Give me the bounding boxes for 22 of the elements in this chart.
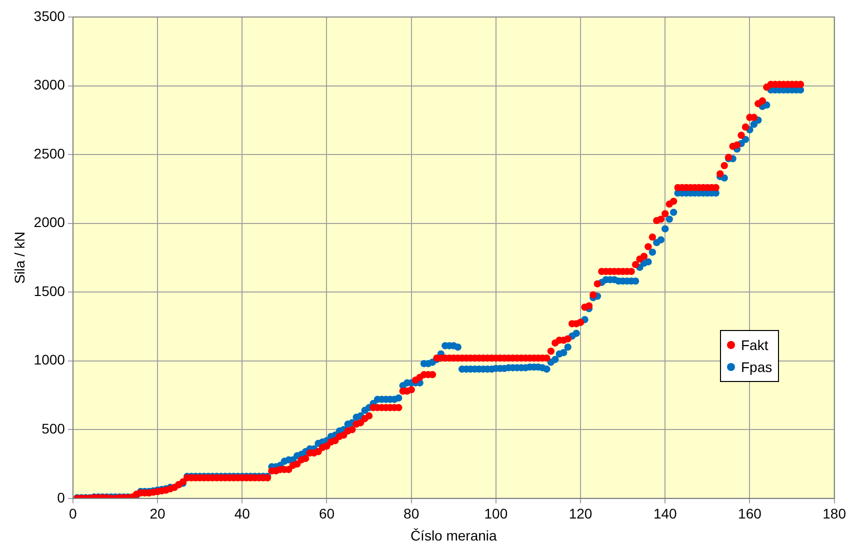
x-tick-label: 100 [484,506,508,522]
x-tick-label: 160 [738,506,762,522]
x-tick-label: 80 [404,506,420,522]
y-tick-label: 2000 [34,214,66,230]
y-tick-label: 3000 [34,76,66,93]
y-tick-label: 1500 [34,282,66,299]
x-tick-label: 40 [234,506,250,522]
x-axis-title: Číslo merania [410,527,498,544]
x-tick-label: 180 [822,506,846,522]
x-tick-label: 20 [150,506,166,522]
y-tick-label: 2500 [34,145,66,162]
y-tick-label: 3500 [34,8,66,24]
y-tick-label: 500 [42,420,66,436]
x-tick-label: 120 [568,506,592,522]
y-tick-label: 1000 [34,352,66,368]
x-tick-label: 140 [653,506,678,522]
x-tick-label: 60 [318,506,335,522]
x-tick-label: 0 [69,506,78,522]
y-tick-label: 0 [57,489,66,506]
legend-label: Fpas [741,359,772,375]
legend-label: Fakt [741,337,768,353]
y-axis-title: Sila / kN [11,232,28,284]
